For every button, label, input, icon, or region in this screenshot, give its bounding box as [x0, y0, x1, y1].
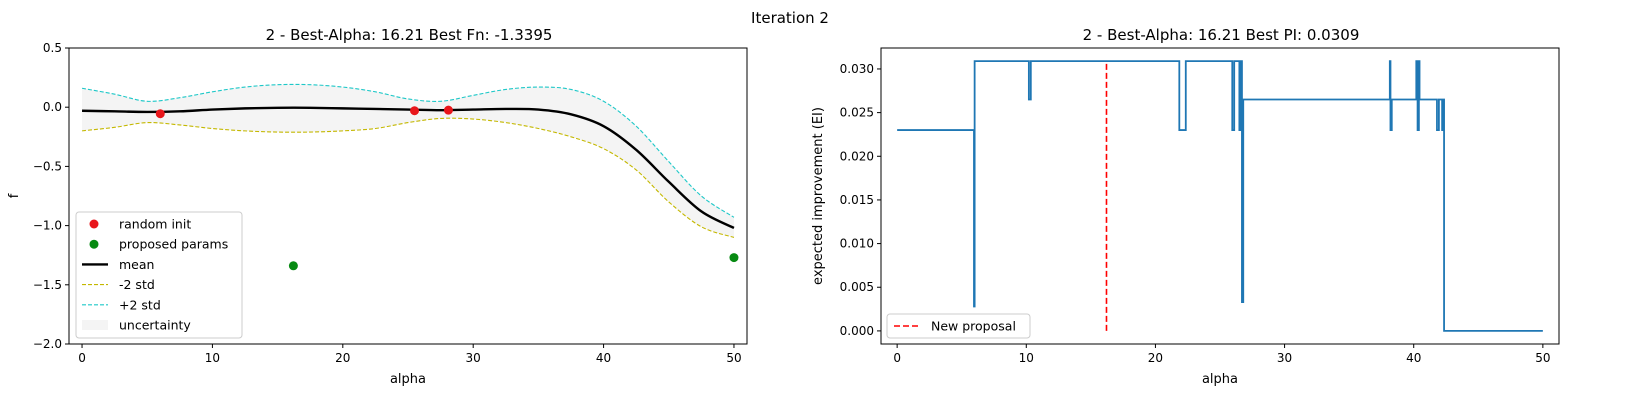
right-legend: New proposal [886, 313, 1031, 339]
right-x-tick-label: 0 [893, 351, 901, 365]
figure-suptitle: Iteration 2 [751, 9, 829, 27]
right-y-axis-label: expected improvement (EI) [811, 107, 826, 285]
random-init-point [410, 106, 420, 116]
gp-posterior-plot: 2 - Best-Alpha: 16.21 Best Fn: -1.3395 0… [7, 26, 748, 387]
right-y-tick-label: 0.025 [840, 106, 874, 120]
proposed-params-point [288, 261, 298, 271]
right-x-tick-label: 30 [1277, 351, 1292, 365]
right-x-axis-label: alpha [1202, 372, 1238, 387]
right-legend-box [886, 313, 1031, 339]
right-plot-frame [880, 47, 1560, 345]
left-legend-label: +2 std [119, 297, 161, 312]
right-plot-title: 2 - Best-Alpha: 16.21 Best PI: 0.0309 [1083, 26, 1360, 44]
uncertainty-band [82, 84, 734, 238]
left-legend-label: uncertainty [119, 318, 191, 333]
right-x-tick-label: 40 [1406, 351, 1421, 365]
left-x-tick-label: 40 [596, 351, 611, 365]
left-x-tick-label: 20 [335, 351, 350, 365]
right-x-tick-label: 20 [1148, 351, 1163, 365]
left-plot-title: 2 - Best-Alpha: 16.21 Best Fn: -1.3395 [266, 26, 553, 44]
right-y-tick-label: 0.000 [840, 324, 874, 338]
left-legend-label: random init [119, 217, 191, 232]
left-legend-label: mean [119, 257, 154, 272]
right-y-tick-label: 0.005 [840, 280, 874, 294]
right-y-tick-label: 0.010 [840, 237, 874, 251]
left-y-axis-label: f [7, 193, 22, 198]
random-init-point [155, 109, 165, 119]
left-x-tick-label: 10 [205, 351, 220, 365]
random-init-point [443, 105, 453, 115]
right-plot-area [881, 48, 1559, 344]
right-x-tick-label: 50 [1535, 351, 1550, 365]
right-y-tick-label: 0.015 [840, 193, 874, 207]
left-y-tick-label: −2.0 [33, 337, 62, 351]
left-legend-label: proposed params [119, 237, 228, 252]
mean-line [82, 106, 735, 230]
proposed-params-point [729, 253, 739, 263]
minus-2-std-line [81, 117, 735, 238]
left-x-tick-label: 0 [78, 351, 86, 365]
right-x-tick-label: 10 [1019, 351, 1034, 365]
left-y-tick-label: −1.5 [33, 278, 62, 292]
legend-random-init-marker [89, 219, 99, 229]
left-x-axis-label: alpha [390, 372, 426, 387]
plus-2-std-line [81, 83, 735, 218]
ei-step-line [897, 60, 1543, 332]
left-legend-label: -2 std [119, 277, 155, 292]
left-y-tick-label: 0.0 [43, 100, 62, 114]
right-y-tick-label: 0.020 [840, 149, 874, 163]
left-legend-box [75, 211, 243, 339]
expected-improvement-plot: 2 - Best-Alpha: 16.21 Best PI: 0.0309 0 1… [811, 26, 1560, 387]
left-legend: random init proposed params mean -2 std +2 s… [75, 211, 243, 339]
left-y-tick-label: −1.0 [33, 219, 62, 233]
left-x-tick-label: 50 [726, 351, 741, 365]
right-y-tick-label: 0.030 [840, 62, 874, 76]
right-legend-label: New proposal [931, 319, 1016, 334]
legend-uncertainty-swatch [82, 320, 108, 330]
left-y-tick-label: 0.5 [43, 41, 62, 55]
legend-proposed-params-marker [89, 239, 99, 249]
left-plot-frame [68, 47, 748, 345]
left-y-tick-label: −0.5 [33, 159, 62, 173]
left-x-tick-label: 30 [466, 351, 481, 365]
